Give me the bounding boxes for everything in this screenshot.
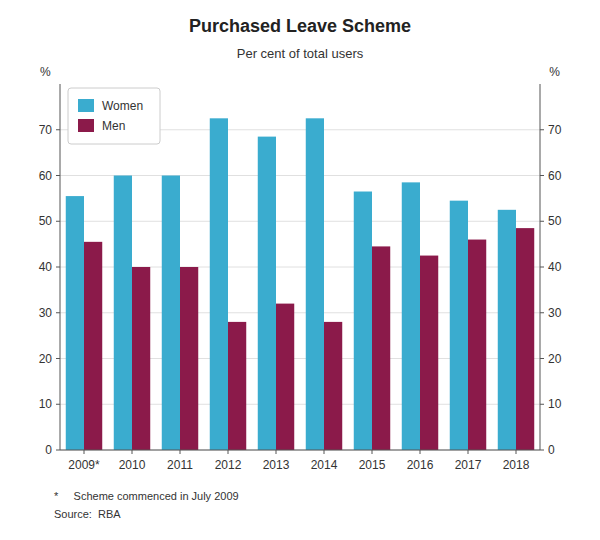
y2-tick-label: 0	[548, 443, 555, 457]
legend-box	[68, 88, 160, 144]
footnote: Source: RBA	[54, 508, 121, 520]
y2-tick	[540, 221, 544, 222]
x-tick-label: 2017	[455, 458, 482, 472]
x-tick	[228, 450, 229, 454]
bar	[402, 182, 420, 450]
y-tick	[56, 404, 60, 405]
title: Purchased Leave Scheme	[189, 16, 411, 36]
bar	[468, 240, 486, 450]
y-tick-label: 40	[39, 260, 53, 274]
y2-tick-label: 30	[548, 306, 562, 320]
axes: 0 10 20 30 40 50 60 70 0 10 20 30 40 50 60 70 2009* 2010 2…	[39, 65, 562, 472]
y-tick	[56, 358, 60, 359]
x-tick	[468, 450, 469, 454]
bar	[162, 176, 180, 451]
bar	[516, 228, 534, 450]
bar	[258, 137, 276, 450]
y-tick-label: 70	[39, 123, 53, 137]
bars	[66, 118, 534, 450]
bar	[228, 322, 246, 450]
bar	[498, 210, 516, 450]
y2-tick-label: 70	[548, 123, 562, 137]
y2-tick	[540, 450, 544, 451]
bar	[372, 246, 390, 450]
y2-tick-label: 10	[548, 397, 562, 411]
bar	[324, 322, 342, 450]
subtitle: Per cent of total users	[237, 46, 364, 61]
x-tick	[516, 450, 517, 454]
x-tick	[420, 450, 421, 454]
y2-tick	[540, 358, 544, 359]
y2-tick	[540, 129, 544, 130]
y-tick-label: 60	[39, 169, 53, 183]
x-tick-label: 2016	[407, 458, 434, 472]
x-tick-label: 2018	[503, 458, 530, 472]
bar	[114, 176, 132, 451]
y-tick-label: 0	[45, 443, 52, 457]
y-tick-label: 50	[39, 214, 53, 228]
y-tick	[56, 221, 60, 222]
y2-axis-label: %	[549, 65, 560, 79]
x-tick-label: 2012	[215, 458, 242, 472]
x-tick	[132, 450, 133, 454]
bar	[132, 267, 150, 450]
x-tick-label: 2014	[311, 458, 338, 472]
background	[0, 0, 600, 540]
x-tick-label: 2010	[119, 458, 146, 472]
x-tick	[276, 450, 277, 454]
chart: Purchased Leave Scheme Per cent of total …	[0, 0, 600, 540]
legend-swatch	[78, 119, 94, 132]
bar	[420, 256, 438, 450]
x-tick-label: 2015	[359, 458, 386, 472]
y-tick	[56, 312, 60, 313]
y-tick	[56, 175, 60, 176]
bar	[84, 242, 102, 450]
x-tick-label: 2009*	[68, 458, 100, 472]
y2-tick-label: 20	[548, 352, 562, 366]
legend-label: Women	[102, 99, 143, 113]
y-tick-label: 10	[39, 397, 53, 411]
footnote: * Scheme commenced in July 2009	[54, 490, 239, 502]
bar	[276, 304, 294, 450]
y-tick	[56, 267, 60, 268]
y-axis-label: %	[40, 65, 51, 79]
y-tick	[56, 129, 60, 130]
y2-tick	[540, 267, 544, 268]
x-tick-label: 2011	[167, 458, 193, 472]
legend-label: Men	[102, 119, 125, 133]
y2-tick-label: 40	[548, 260, 562, 274]
legend: Women Men	[68, 88, 160, 144]
y2-tick	[540, 175, 544, 176]
y2-tick-label: 50	[548, 214, 562, 228]
y2-tick-label: 60	[548, 169, 562, 183]
bar	[306, 118, 324, 450]
y2-tick	[540, 404, 544, 405]
bar	[450, 201, 468, 450]
x-tick-label: 2013	[263, 458, 290, 472]
y-tick-label: 30	[39, 306, 53, 320]
bar	[66, 196, 84, 450]
x-tick	[180, 450, 181, 454]
x-tick	[372, 450, 373, 454]
legend-swatch	[78, 99, 94, 112]
y-tick-label: 20	[39, 352, 53, 366]
y-tick	[56, 450, 60, 451]
grid	[60, 130, 540, 450]
x-tick	[324, 450, 325, 454]
x-tick	[84, 450, 85, 454]
bar	[180, 267, 198, 450]
bar	[354, 192, 372, 450]
y2-tick	[540, 312, 544, 313]
bar	[210, 118, 228, 450]
